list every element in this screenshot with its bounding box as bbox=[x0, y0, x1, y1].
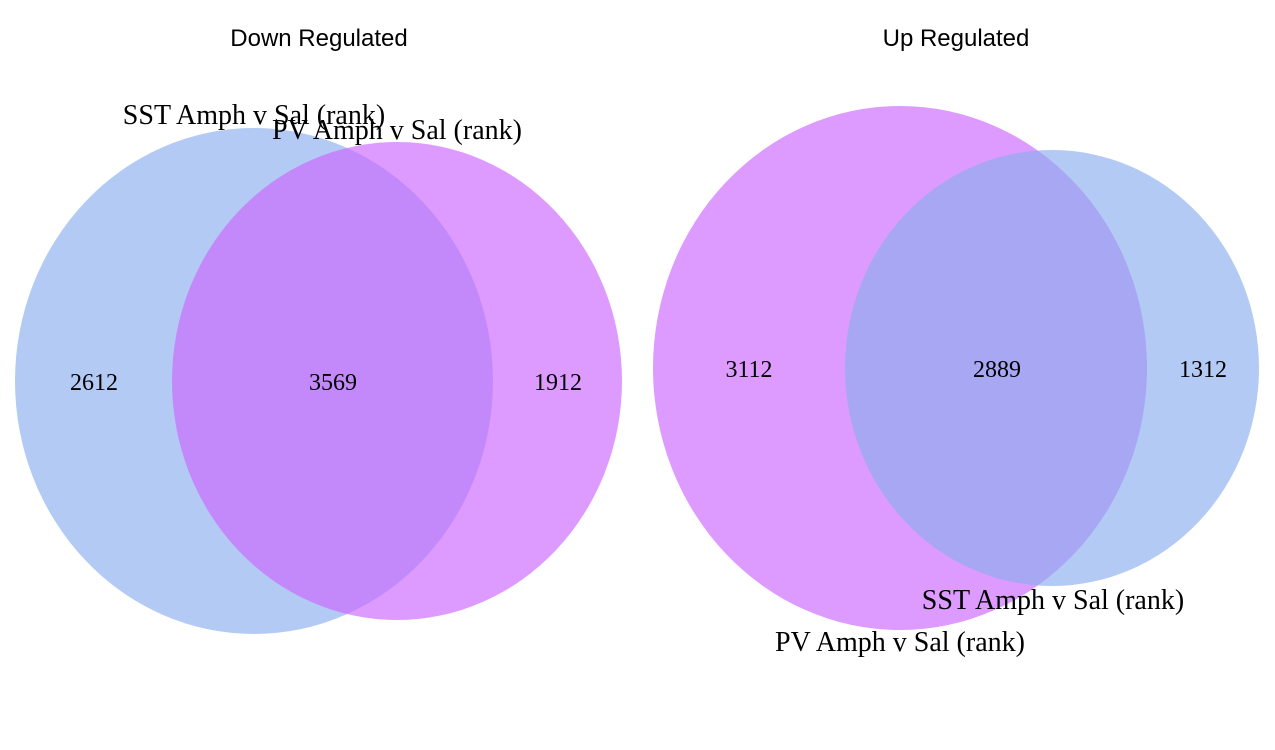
down-sst-only-count: 2612 bbox=[70, 370, 118, 396]
down-pv-circle bbox=[172, 142, 622, 620]
down-regulated-panel: Down Regulated SST Amph v Sal (rank) PV … bbox=[15, 25, 622, 634]
down-pv-only-count: 1912 bbox=[534, 370, 582, 396]
down-sst-set-label: SST Amph v Sal (rank) bbox=[123, 100, 385, 131]
up-pv-only-count: 3112 bbox=[725, 357, 772, 383]
down-regulated-title: Down Regulated bbox=[230, 25, 407, 52]
up-regulated-panel: Up Regulated SST Amph v Sal (rank) PV Am… bbox=[653, 25, 1259, 658]
up-intersection-count: 2889 bbox=[973, 357, 1021, 383]
down-pv-set-label: PV Amph v Sal (rank) bbox=[272, 115, 522, 146]
up-regulated-title: Up Regulated bbox=[883, 25, 1030, 52]
up-pv-set-label: PV Amph v Sal (rank) bbox=[775, 627, 1025, 658]
up-sst-circle bbox=[845, 150, 1259, 586]
down-intersection-count: 3569 bbox=[309, 370, 357, 396]
up-sst-set-label: SST Amph v Sal (rank) bbox=[922, 585, 1184, 616]
up-sst-only-count: 1312 bbox=[1179, 357, 1227, 383]
